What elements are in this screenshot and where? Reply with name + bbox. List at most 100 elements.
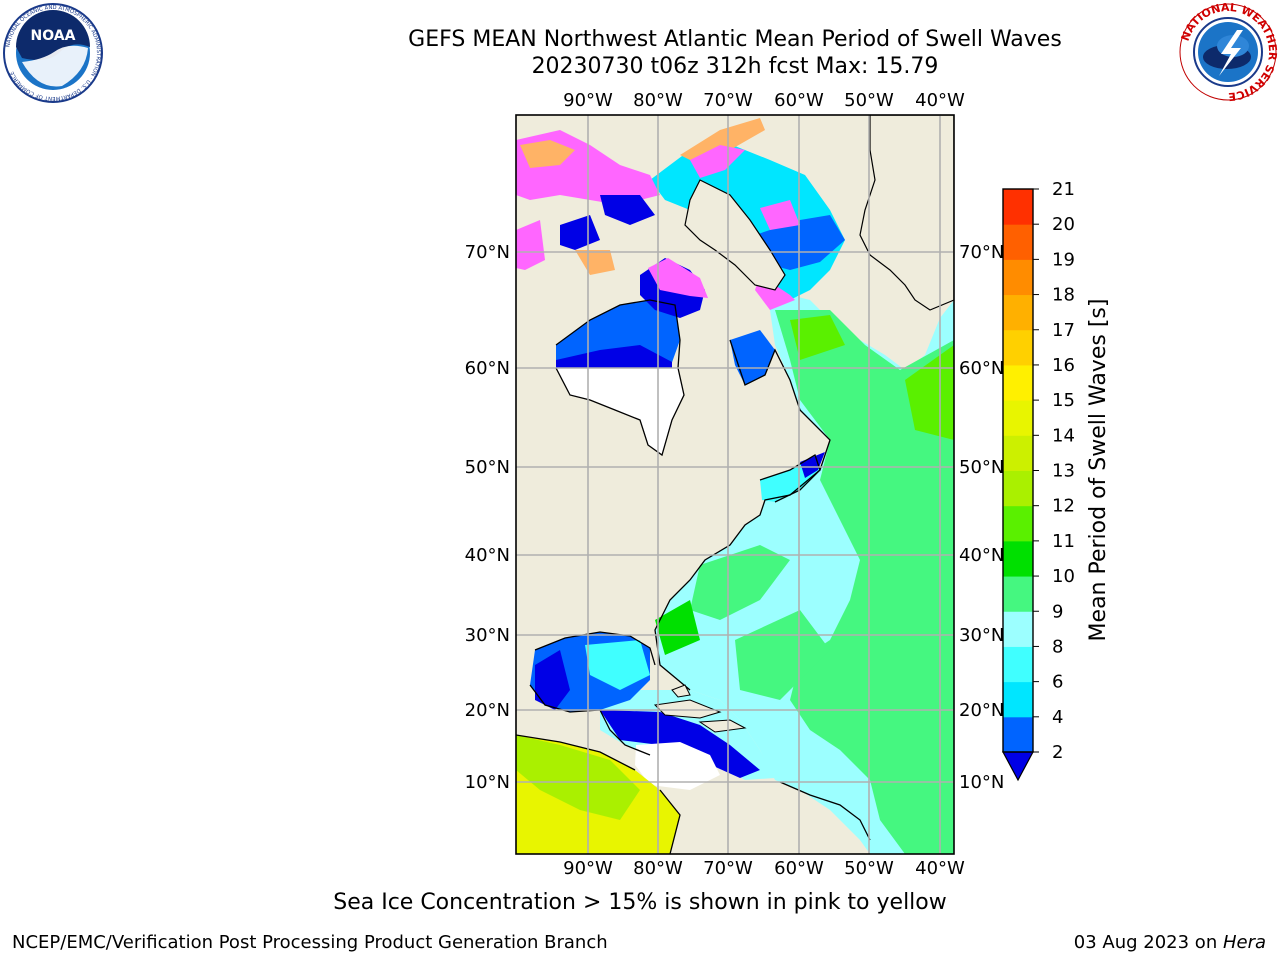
lat-label: 50°N: [959, 457, 1004, 478]
colorbar-segment: [1003, 435, 1033, 471]
lon-label: 60°W: [774, 90, 824, 111]
noaa-logo-text: NOAA: [31, 28, 76, 44]
st-lawrence-blue: [800, 452, 825, 478]
colorbar-tick-label: 13: [1052, 461, 1075, 482]
colorbar-label: Mean Period of Swell Waves [s]: [1086, 299, 1111, 642]
noaa-logo: NOAA NATIONAL OCEANIC AND ATMOSPHERIC AD…: [3, 3, 103, 103]
land-area: [516, 115, 954, 854]
coastlines: [516, 299, 871, 854]
colorbar-tick-label: 10: [1052, 566, 1075, 587]
arctic-channel-ice: [516, 220, 545, 270]
lat-label: 40°N: [465, 545, 510, 566]
lat-label: 40°N: [959, 545, 1004, 566]
hudson-bay-deep: [556, 345, 672, 368]
colorbar-segment: [1003, 294, 1033, 331]
ocean-darker-green: [905, 345, 954, 440]
ocean-green-field: [775, 310, 954, 854]
lat-label: 60°N: [959, 358, 1004, 379]
map-panel: [516, 115, 954, 854]
colorbar-tick-label: 12: [1052, 496, 1075, 517]
footer-date: 03 Aug 2023 on Hera: [1074, 932, 1266, 953]
colorbar-tick-label: 8: [1052, 636, 1063, 657]
ocean-coastal-green: [655, 600, 700, 655]
baffin-island: [684, 179, 786, 291]
baffin-ice-edge: [690, 145, 745, 178]
lon-label: 90°W: [563, 90, 613, 111]
ocean-green-patch: [735, 610, 830, 700]
arctic-channel-ice: [516, 130, 660, 205]
lon-label: 80°W: [633, 858, 683, 879]
lat-label: 10°N: [465, 772, 510, 793]
hudson-bay-white-region: [556, 368, 684, 455]
arctic-channel-blue: [560, 215, 600, 250]
colorbar-segment: [1003, 329, 1033, 366]
lat-label: 60°N: [465, 358, 510, 379]
lon-label: 70°W: [703, 90, 753, 111]
lon-labels-top: 90°W 80°W 70°W 60°W 50°W 40°W: [563, 90, 965, 111]
lat-label: 30°N: [465, 625, 510, 646]
colorbar-segment: [1003, 470, 1033, 507]
baffin-bay-blue: [740, 215, 845, 270]
lon-label: 80°W: [633, 90, 683, 111]
colorbar-segment: [1003, 681, 1033, 718]
colorbar-tick-label: 20: [1052, 214, 1075, 235]
colorbar-tick-label: 21: [1052, 179, 1075, 200]
colorbar-segment: [1003, 540, 1033, 577]
greenland: [859, 115, 954, 311]
colorbar-tick-label: 4: [1052, 707, 1063, 728]
foxe-basin: [640, 258, 705, 318]
lon-label: 40°W: [915, 90, 965, 111]
colorbar-segment: [1003, 611, 1033, 647]
lat-label: 20°N: [959, 700, 1004, 721]
colorbar-segment: [1003, 364, 1033, 401]
colorbar-tick-label: 18: [1052, 285, 1075, 306]
arctic-ice-orange: [520, 140, 575, 168]
baffin-ice-patch: [760, 200, 800, 230]
colorbar-segment: [1003, 259, 1033, 296]
chart-subtitle: 20230730 t06z 312h fcst Max: 15.79: [531, 54, 939, 79]
lat-label: 20°N: [465, 700, 510, 721]
ocean-caribbean: [600, 690, 775, 780]
lon-labels-bottom: 90°W 80°W 70°W 60°W 50°W 40°W: [563, 858, 965, 879]
lat-labels-left: 70°N 60°N 50°N 40°N 30°N 20°N 10°N: [465, 242, 510, 793]
colorbar-segment: [1003, 646, 1033, 683]
colorbar-segment: [1003, 576, 1033, 612]
footer-branch: NCEP/EMC/Verification Post Processing Pr…: [12, 932, 608, 953]
baffin-ice-edge: [680, 118, 765, 165]
colorbar: 2 4 6 8 9 10 11 12 13 14 15 16 17 18 19 20 21 Mean Perio…: [1001, 179, 1111, 782]
colorbar-tick-label: 17: [1052, 320, 1075, 341]
hudson-bay: [556, 300, 680, 368]
lon-label: 60°W: [774, 858, 824, 879]
colorbar-ticks: 2 4 6 8 9 10 11 12 13 14 15 16 17 18 19 20 21: [1033, 179, 1075, 763]
map-frame: [515, 114, 955, 855]
nws-logo: NATIONAL WEATHER SERVICE: [1179, 2, 1279, 102]
caribbean-low-period: [600, 710, 760, 778]
colorbar-tick-label: 16: [1052, 355, 1075, 376]
colorbar-segment: [1003, 189, 1033, 225]
ocean-darker-green: [790, 315, 845, 360]
ocean-green-patch: [690, 545, 790, 620]
south-america-yellow-field: [516, 735, 680, 854]
lat-label: 10°N: [959, 772, 1004, 793]
map-gridlines: [516, 115, 954, 854]
colorbar-segment: [1003, 224, 1033, 260]
hudson-strait: [730, 330, 775, 385]
colorbar-segment: [1003, 400, 1033, 436]
colorbar-under-arrow: [1001, 751, 1035, 782]
colorbar-tick-label: 9: [1052, 601, 1063, 622]
colorbar-tick-label: 15: [1052, 390, 1075, 411]
colorbar-tick-label: 11: [1052, 531, 1075, 552]
gulf-cyan-area: [585, 640, 650, 690]
caribbean-islands: [653, 684, 747, 733]
ocean-gulf-of-mexico: [530, 632, 650, 712]
lat-label: 50°N: [465, 457, 510, 478]
gulf-st-lawrence: [760, 455, 820, 502]
colorbar-tick-label: 14: [1052, 425, 1075, 446]
gulf-deep-blue: [535, 650, 570, 710]
lat-label: 30°N: [959, 625, 1004, 646]
lat-label: 70°N: [465, 242, 510, 263]
arctic-channel-blue: [600, 195, 655, 225]
footer-date-text: 03 Aug 2023 on: [1073, 932, 1223, 953]
colorbar-tick-label: 2: [1052, 742, 1063, 763]
